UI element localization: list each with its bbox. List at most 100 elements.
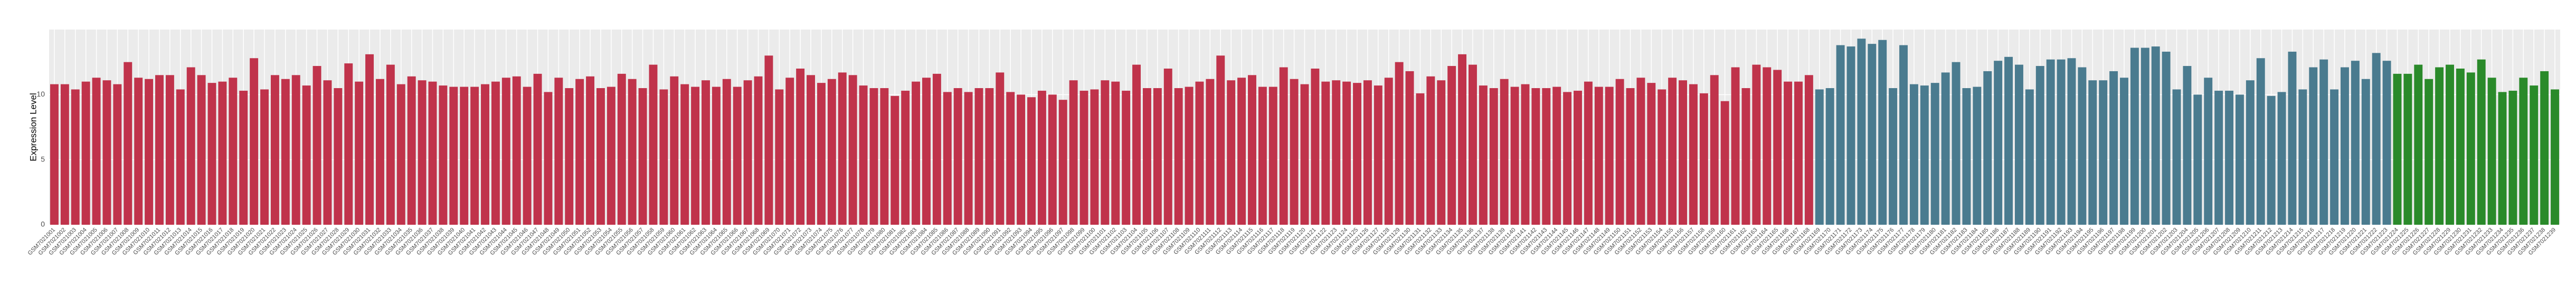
bar — [229, 78, 238, 225]
bar — [1909, 84, 1918, 225]
bar — [1279, 67, 1288, 225]
bar — [1227, 80, 1236, 225]
bar — [1679, 80, 1687, 225]
bar — [2214, 90, 2223, 225]
bar — [996, 72, 1005, 225]
bar — [565, 88, 574, 225]
bar — [2435, 67, 2444, 225]
bar — [628, 79, 637, 225]
bar — [1258, 87, 1267, 225]
bar — [2466, 72, 2475, 225]
bar — [1647, 83, 1656, 225]
bar — [1584, 81, 1593, 225]
bar — [1048, 94, 1057, 225]
bar — [449, 87, 458, 225]
bar — [670, 76, 679, 225]
bar — [743, 80, 752, 225]
bar — [1290, 79, 1299, 225]
bar — [1574, 90, 1582, 225]
bar — [418, 80, 427, 225]
bar — [922, 78, 931, 225]
bar — [1615, 79, 1624, 225]
bar — [2341, 67, 2349, 225]
bar — [428, 81, 437, 225]
bar — [1479, 85, 1488, 225]
bar — [691, 87, 700, 225]
bar — [2035, 66, 2044, 225]
y-axis-label: Expression Level — [28, 93, 38, 161]
bar — [1636, 78, 1645, 225]
bar — [2330, 89, 2339, 225]
bar — [2351, 61, 2360, 225]
bar — [1605, 87, 1614, 225]
bar — [1206, 79, 1215, 225]
bar — [964, 92, 973, 225]
bar — [775, 89, 784, 225]
bar — [817, 83, 826, 225]
bar — [2151, 46, 2160, 225]
bar — [1531, 88, 1540, 225]
bar — [2130, 47, 2139, 225]
bar — [512, 76, 521, 225]
bar — [607, 87, 615, 225]
bar — [102, 80, 111, 225]
bar — [50, 84, 59, 225]
bar — [932, 73, 941, 225]
bar — [1027, 97, 1036, 225]
bar — [891, 95, 899, 225]
bar — [1395, 62, 1404, 225]
bar — [2508, 90, 2517, 225]
bar — [764, 55, 773, 225]
bar — [1489, 88, 1498, 225]
bar — [2540, 71, 2549, 225]
bar — [1510, 87, 1519, 225]
bar — [2109, 71, 2118, 225]
bar — [2088, 80, 2097, 225]
bar — [1752, 64, 1761, 225]
bar — [785, 78, 794, 225]
bar — [974, 88, 983, 225]
bar — [733, 87, 742, 225]
bar — [481, 84, 489, 225]
bar — [912, 81, 921, 225]
bar — [1973, 87, 1982, 225]
bar — [533, 73, 542, 225]
bar — [1794, 81, 1803, 225]
bar — [523, 87, 532, 225]
bar — [827, 79, 836, 225]
bar — [355, 81, 364, 225]
bar — [81, 81, 90, 225]
bar — [312, 66, 321, 225]
bar — [260, 89, 269, 225]
bar — [2004, 56, 2013, 225]
bar — [1994, 61, 2003, 225]
bar — [1889, 88, 1898, 225]
bar — [1363, 80, 1372, 225]
bar — [1468, 64, 1477, 225]
bar — [1300, 84, 1309, 225]
bar — [596, 88, 605, 225]
bar — [2361, 79, 2370, 225]
bar — [1710, 75, 1719, 225]
bar — [1668, 78, 1677, 225]
y-tick-label: 10 — [36, 90, 45, 98]
bar — [1773, 70, 1782, 225]
bar — [617, 73, 626, 225]
bar — [2246, 80, 2255, 225]
y-tick-label: 5 — [41, 155, 45, 163]
bar — [2446, 64, 2454, 225]
bar — [1216, 55, 1225, 225]
bar — [145, 79, 154, 225]
bar — [250, 58, 259, 225]
bar — [165, 75, 174, 225]
bar — [302, 85, 311, 225]
bar — [1846, 46, 1855, 225]
bar — [2551, 89, 2560, 225]
bar — [1311, 69, 1320, 225]
bar — [1079, 90, 1088, 225]
bar — [1122, 90, 1131, 225]
bar — [2193, 94, 2202, 225]
bar — [2393, 73, 2402, 225]
bar — [491, 81, 500, 225]
